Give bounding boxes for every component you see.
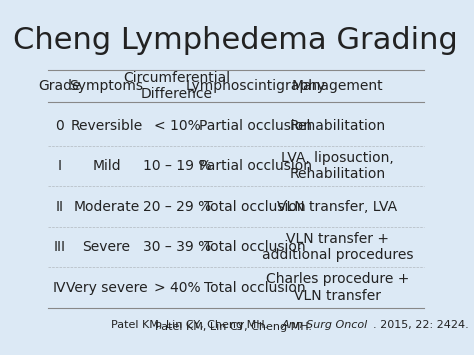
Text: Very severe: Very severe	[66, 280, 147, 295]
Text: > 40%: > 40%	[154, 280, 201, 295]
Text: Circumferential
Difference: Circumferential Difference	[123, 71, 230, 101]
Text: Total occlusion: Total occlusion	[204, 240, 306, 254]
Text: 20 – 29 %: 20 – 29 %	[143, 200, 211, 214]
Text: Total occlusion: Total occlusion	[204, 200, 306, 214]
Text: Mild: Mild	[92, 159, 121, 173]
Text: Partial occlusion: Partial occlusion	[199, 159, 312, 173]
Text: Partial occlusion: Partial occlusion	[199, 119, 312, 132]
Text: Cheng Lymphedema Grading: Cheng Lymphedema Grading	[13, 26, 458, 55]
Text: Management: Management	[292, 79, 383, 93]
Text: Grade: Grade	[38, 79, 81, 93]
Text: Lymphoscintigraphy: Lymphoscintigraphy	[185, 79, 325, 93]
Text: Reversible: Reversible	[71, 119, 143, 132]
Text: Symptoms: Symptoms	[70, 79, 144, 93]
Text: Rehabilitation: Rehabilitation	[289, 119, 385, 132]
Text: Charles procedure +
VLN transfer: Charles procedure + VLN transfer	[266, 273, 409, 303]
Text: III: III	[54, 240, 66, 254]
Text: VLN transfer, LVA: VLN transfer, LVA	[277, 200, 398, 214]
Text: 0: 0	[55, 119, 64, 132]
Text: Ann Surg Oncol: Ann Surg Oncol	[282, 320, 368, 330]
Text: II: II	[55, 200, 64, 214]
Text: . 2015, 22: 2424.: . 2015, 22: 2424.	[374, 320, 469, 330]
Text: IV: IV	[53, 280, 66, 295]
Text: Total occlusion: Total occlusion	[204, 280, 306, 295]
Text: LVA, liposuction,
Rehabilitation: LVA, liposuction, Rehabilitation	[281, 151, 394, 181]
Text: 10 – 19 %: 10 – 19 %	[143, 159, 211, 173]
Text: 30 – 39 %: 30 – 39 %	[143, 240, 211, 254]
Text: I: I	[58, 159, 62, 173]
Text: Patel KM, Lin CY, Cheng MH.: Patel KM, Lin CY, Cheng MH.	[110, 320, 271, 330]
Text: Moderate: Moderate	[73, 200, 140, 214]
Text: Severe: Severe	[82, 240, 131, 254]
Text: Patel KM, Lin CY, Cheng MH.: Patel KM, Lin CY, Cheng MH.	[155, 322, 316, 332]
Text: < 10%: < 10%	[154, 119, 201, 132]
Text: VLN transfer +
additional procedures: VLN transfer + additional procedures	[262, 232, 413, 262]
